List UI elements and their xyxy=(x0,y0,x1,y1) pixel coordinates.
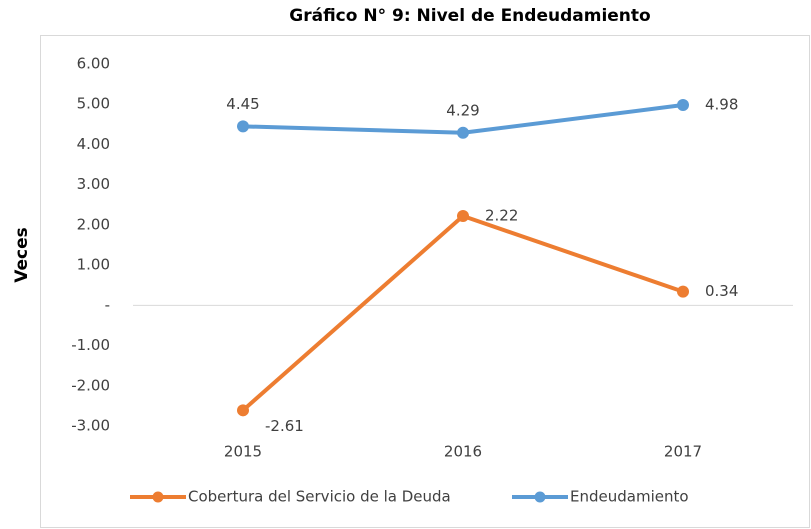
x-tick-label: 2016 xyxy=(444,443,482,461)
point xyxy=(677,285,689,298)
data-label: -2.61 xyxy=(265,417,304,435)
y-tick-label: 2.00 xyxy=(77,215,110,233)
legend-label: Endeudamiento xyxy=(570,488,689,506)
y-tick-label: 1.00 xyxy=(77,256,110,274)
point xyxy=(677,99,689,112)
legend-marker xyxy=(152,491,164,503)
data-label: 0.34 xyxy=(705,282,738,300)
legend-label: Cobertura del Servicio de la Deuda xyxy=(188,488,451,506)
y-tick-label: -1.00 xyxy=(71,336,110,354)
point xyxy=(457,210,469,223)
point xyxy=(237,120,249,133)
y-tick-label: 3.00 xyxy=(77,175,110,193)
line-series xyxy=(241,214,684,412)
y-tick-label: -3.00 xyxy=(71,417,110,435)
y-tick-label: -2.00 xyxy=(71,376,110,394)
data-label: 4.98 xyxy=(705,96,738,114)
chart-title: Gráfico N° 9: Nivel de Endeudamiento xyxy=(289,6,650,26)
legend-marker xyxy=(534,491,546,503)
y-tick-label: 6.00 xyxy=(77,55,110,73)
y-axis-label: Veces xyxy=(12,227,32,282)
data-label: 4.29 xyxy=(446,101,479,119)
y-tick-label: - xyxy=(105,296,110,314)
y-tick-label: 4.00 xyxy=(77,135,110,153)
point xyxy=(237,404,249,417)
x-tick-label: 2015 xyxy=(224,443,262,461)
chart-border xyxy=(40,35,810,528)
point xyxy=(457,126,469,139)
data-label: 2.22 xyxy=(485,207,518,225)
data-label: 4.45 xyxy=(226,95,259,113)
x-tick-label: 2017 xyxy=(664,443,702,461)
y-tick-label: 5.00 xyxy=(77,95,110,113)
